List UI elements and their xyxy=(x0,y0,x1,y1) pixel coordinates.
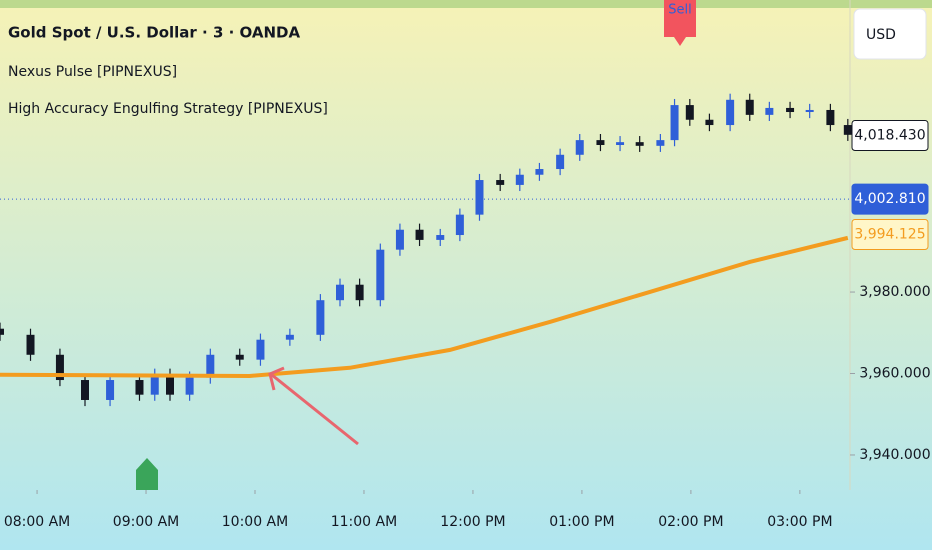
price-label-box xyxy=(851,219,929,251)
x-tick-label: 10:00 AM xyxy=(222,514,288,530)
candle-body xyxy=(455,214,464,236)
top-strip xyxy=(0,0,932,8)
candle-body xyxy=(616,142,625,146)
candle-body xyxy=(745,99,754,115)
candle-body xyxy=(166,374,174,395)
candle-body xyxy=(206,354,215,378)
candle-body xyxy=(0,328,4,335)
candle-body xyxy=(316,300,325,335)
y-tick-label: 3,960.000 xyxy=(859,366,930,382)
price-label-box xyxy=(851,183,929,215)
plot xyxy=(0,93,855,494)
candle-body xyxy=(185,377,194,395)
candle-body xyxy=(376,249,385,301)
candle-body xyxy=(596,140,605,146)
indicator-label: High Accuracy Engulfing Strategy [PIPNEX… xyxy=(8,101,328,117)
candle-body xyxy=(415,229,424,240)
candle-body xyxy=(515,174,524,185)
y-tick-label: 3,940.000 xyxy=(859,447,930,463)
candle-body xyxy=(705,119,714,126)
candle-body xyxy=(685,105,694,120)
candle-body xyxy=(475,180,484,215)
x-tick-label: 09:00 AM xyxy=(113,514,179,530)
candle-body xyxy=(786,107,795,113)
sell-marker xyxy=(664,0,696,46)
candle-body xyxy=(496,180,505,185)
candle-body xyxy=(436,235,445,240)
x-tick-label: 12:00 PM xyxy=(440,514,505,530)
candle-body xyxy=(395,229,404,250)
price-label: 4,002.810 xyxy=(854,191,925,207)
candle-body xyxy=(235,354,244,360)
x-tick-label: 02:00 PM xyxy=(658,514,723,530)
chart-title: Gold Spot / U.S. Dollar · 3 · OANDA xyxy=(8,24,301,42)
buy-marker xyxy=(136,458,158,490)
candle-body xyxy=(135,380,144,395)
sell-label: Sell xyxy=(668,3,691,18)
candle-body xyxy=(285,334,294,340)
candle-body xyxy=(656,140,665,146)
candle-body xyxy=(843,125,852,135)
price-label: 3,994.125 xyxy=(854,227,925,243)
x-tick-label: 03:00 PM xyxy=(767,514,832,530)
indicator-label: Nexus Pulse [PIPNEXUS] xyxy=(8,64,177,80)
candle-body xyxy=(765,107,774,115)
candle-body xyxy=(805,109,814,113)
annotation-arrow xyxy=(268,366,359,446)
candle-body xyxy=(26,334,35,355)
moving-average xyxy=(0,235,849,378)
candle-body xyxy=(535,169,544,175)
candle-body xyxy=(575,140,584,155)
candle-body xyxy=(670,105,679,141)
candle-body xyxy=(635,142,644,146)
price-label-box xyxy=(851,120,929,152)
price-label: 4,018.430 xyxy=(854,128,925,144)
currency-label[interactable]: USD xyxy=(866,27,896,43)
x-tick-label: 01:00 PM xyxy=(549,514,614,530)
candle-body xyxy=(355,284,364,301)
currency-button[interactable] xyxy=(853,8,927,60)
x-tick-label: 08:00 AM xyxy=(4,514,70,530)
candle-body xyxy=(55,354,64,381)
candle-body xyxy=(106,380,115,400)
candle-body xyxy=(726,99,735,126)
candle-body xyxy=(256,339,265,360)
y-tick-label: 3,980.000 xyxy=(859,284,930,300)
candle-body xyxy=(81,380,89,400)
candle-body xyxy=(556,154,565,170)
candle-body xyxy=(826,109,835,126)
candle-body xyxy=(336,284,344,301)
x-tick-label: 11:00 AM xyxy=(331,514,397,530)
candle-body xyxy=(150,374,159,395)
